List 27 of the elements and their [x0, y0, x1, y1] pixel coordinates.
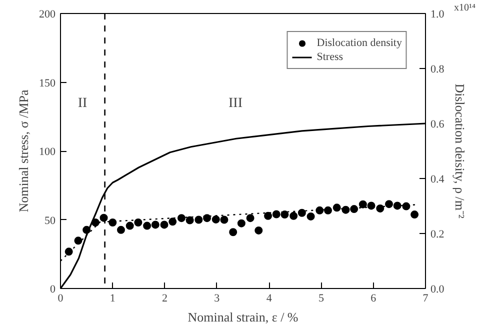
legend-label: Stress — [316, 50, 344, 64]
x-tick-label: 6 — [370, 292, 377, 304]
y-axis-title: Nominal stress, σ /MPa — [16, 89, 31, 212]
y2-tick-label: 0.0 — [430, 284, 445, 296]
y2-tick-label: 1.0 — [430, 8, 445, 20]
y2-tick-label: 0.8 — [430, 64, 445, 76]
y-tick-label: 0 — [50, 284, 56, 296]
y2-tick-label: 0.4 — [430, 174, 445, 186]
legend-label: Dislocation density — [316, 36, 402, 50]
y-tick-label: 100 — [39, 146, 56, 158]
x-tick-label: 4 — [266, 292, 272, 304]
y2-tick-label: 0.2 — [430, 228, 444, 240]
x-tick-label: 2 — [162, 292, 168, 304]
annotation: II — [78, 96, 88, 111]
y-tick-label: 150 — [39, 77, 56, 90]
x-tick-label: 1 — [110, 292, 116, 304]
x-tick-label: 0 — [58, 292, 64, 304]
y2-axis-title: Dislocation deisity, ρ /m⁻² — [452, 84, 468, 219]
x-tick-label: 7 — [422, 292, 429, 304]
x-tick-label: 3 — [214, 292, 220, 304]
annotation: III — [228, 96, 243, 111]
text: x10¹⁴ — [454, 2, 476, 14]
y-tick-label: 200 — [39, 8, 56, 20]
y2-tick-label: 0.6 — [430, 118, 445, 130]
y-tick-label: 50 — [44, 214, 56, 227]
x-tick-label: 5 — [318, 292, 324, 304]
x-axis-title: Nominal strain, ε / % — [188, 310, 298, 324]
